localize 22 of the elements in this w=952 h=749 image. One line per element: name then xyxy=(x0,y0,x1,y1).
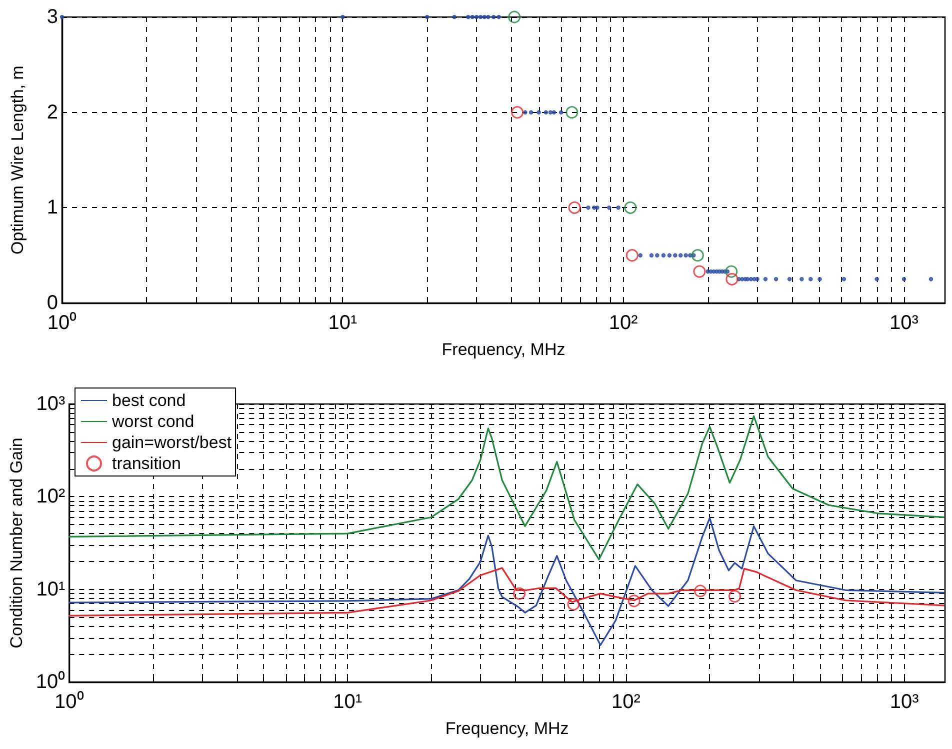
y-axis-title: Condition Number and Gain xyxy=(7,438,26,648)
legend-label: worst cond xyxy=(111,412,194,431)
x-tick-label: 10³ xyxy=(890,691,920,713)
x-tick-label: 10³ xyxy=(890,312,919,334)
y-tick-label: 3 xyxy=(46,6,58,28)
y-tick-label: 1 xyxy=(46,196,58,219)
x-axis-title: Frequency, MHz xyxy=(445,719,569,738)
y-tick-label: 2 xyxy=(46,101,58,124)
y-tick-label: 10² xyxy=(36,486,66,508)
x-tick-label: 10² xyxy=(611,691,641,713)
y-tick-label: 0 xyxy=(46,292,58,314)
y-axis-title: Optimum Wire Length, m xyxy=(8,66,27,254)
x-tick-label: 10² xyxy=(608,312,638,334)
x-axis-title: Frequency, MHz xyxy=(442,340,566,359)
x-tick-label: 10¹ xyxy=(328,312,358,334)
legend-label: gain=worst/best xyxy=(112,433,232,452)
x-tick-label: 10¹ xyxy=(333,691,362,713)
y-tick-label: 10³ xyxy=(36,393,66,415)
y-tick-label: 10¹ xyxy=(36,578,66,600)
legend-label: transition xyxy=(112,454,181,473)
y-tick-label: 10⁰ xyxy=(36,670,66,693)
legend-label: best cond xyxy=(112,391,186,410)
